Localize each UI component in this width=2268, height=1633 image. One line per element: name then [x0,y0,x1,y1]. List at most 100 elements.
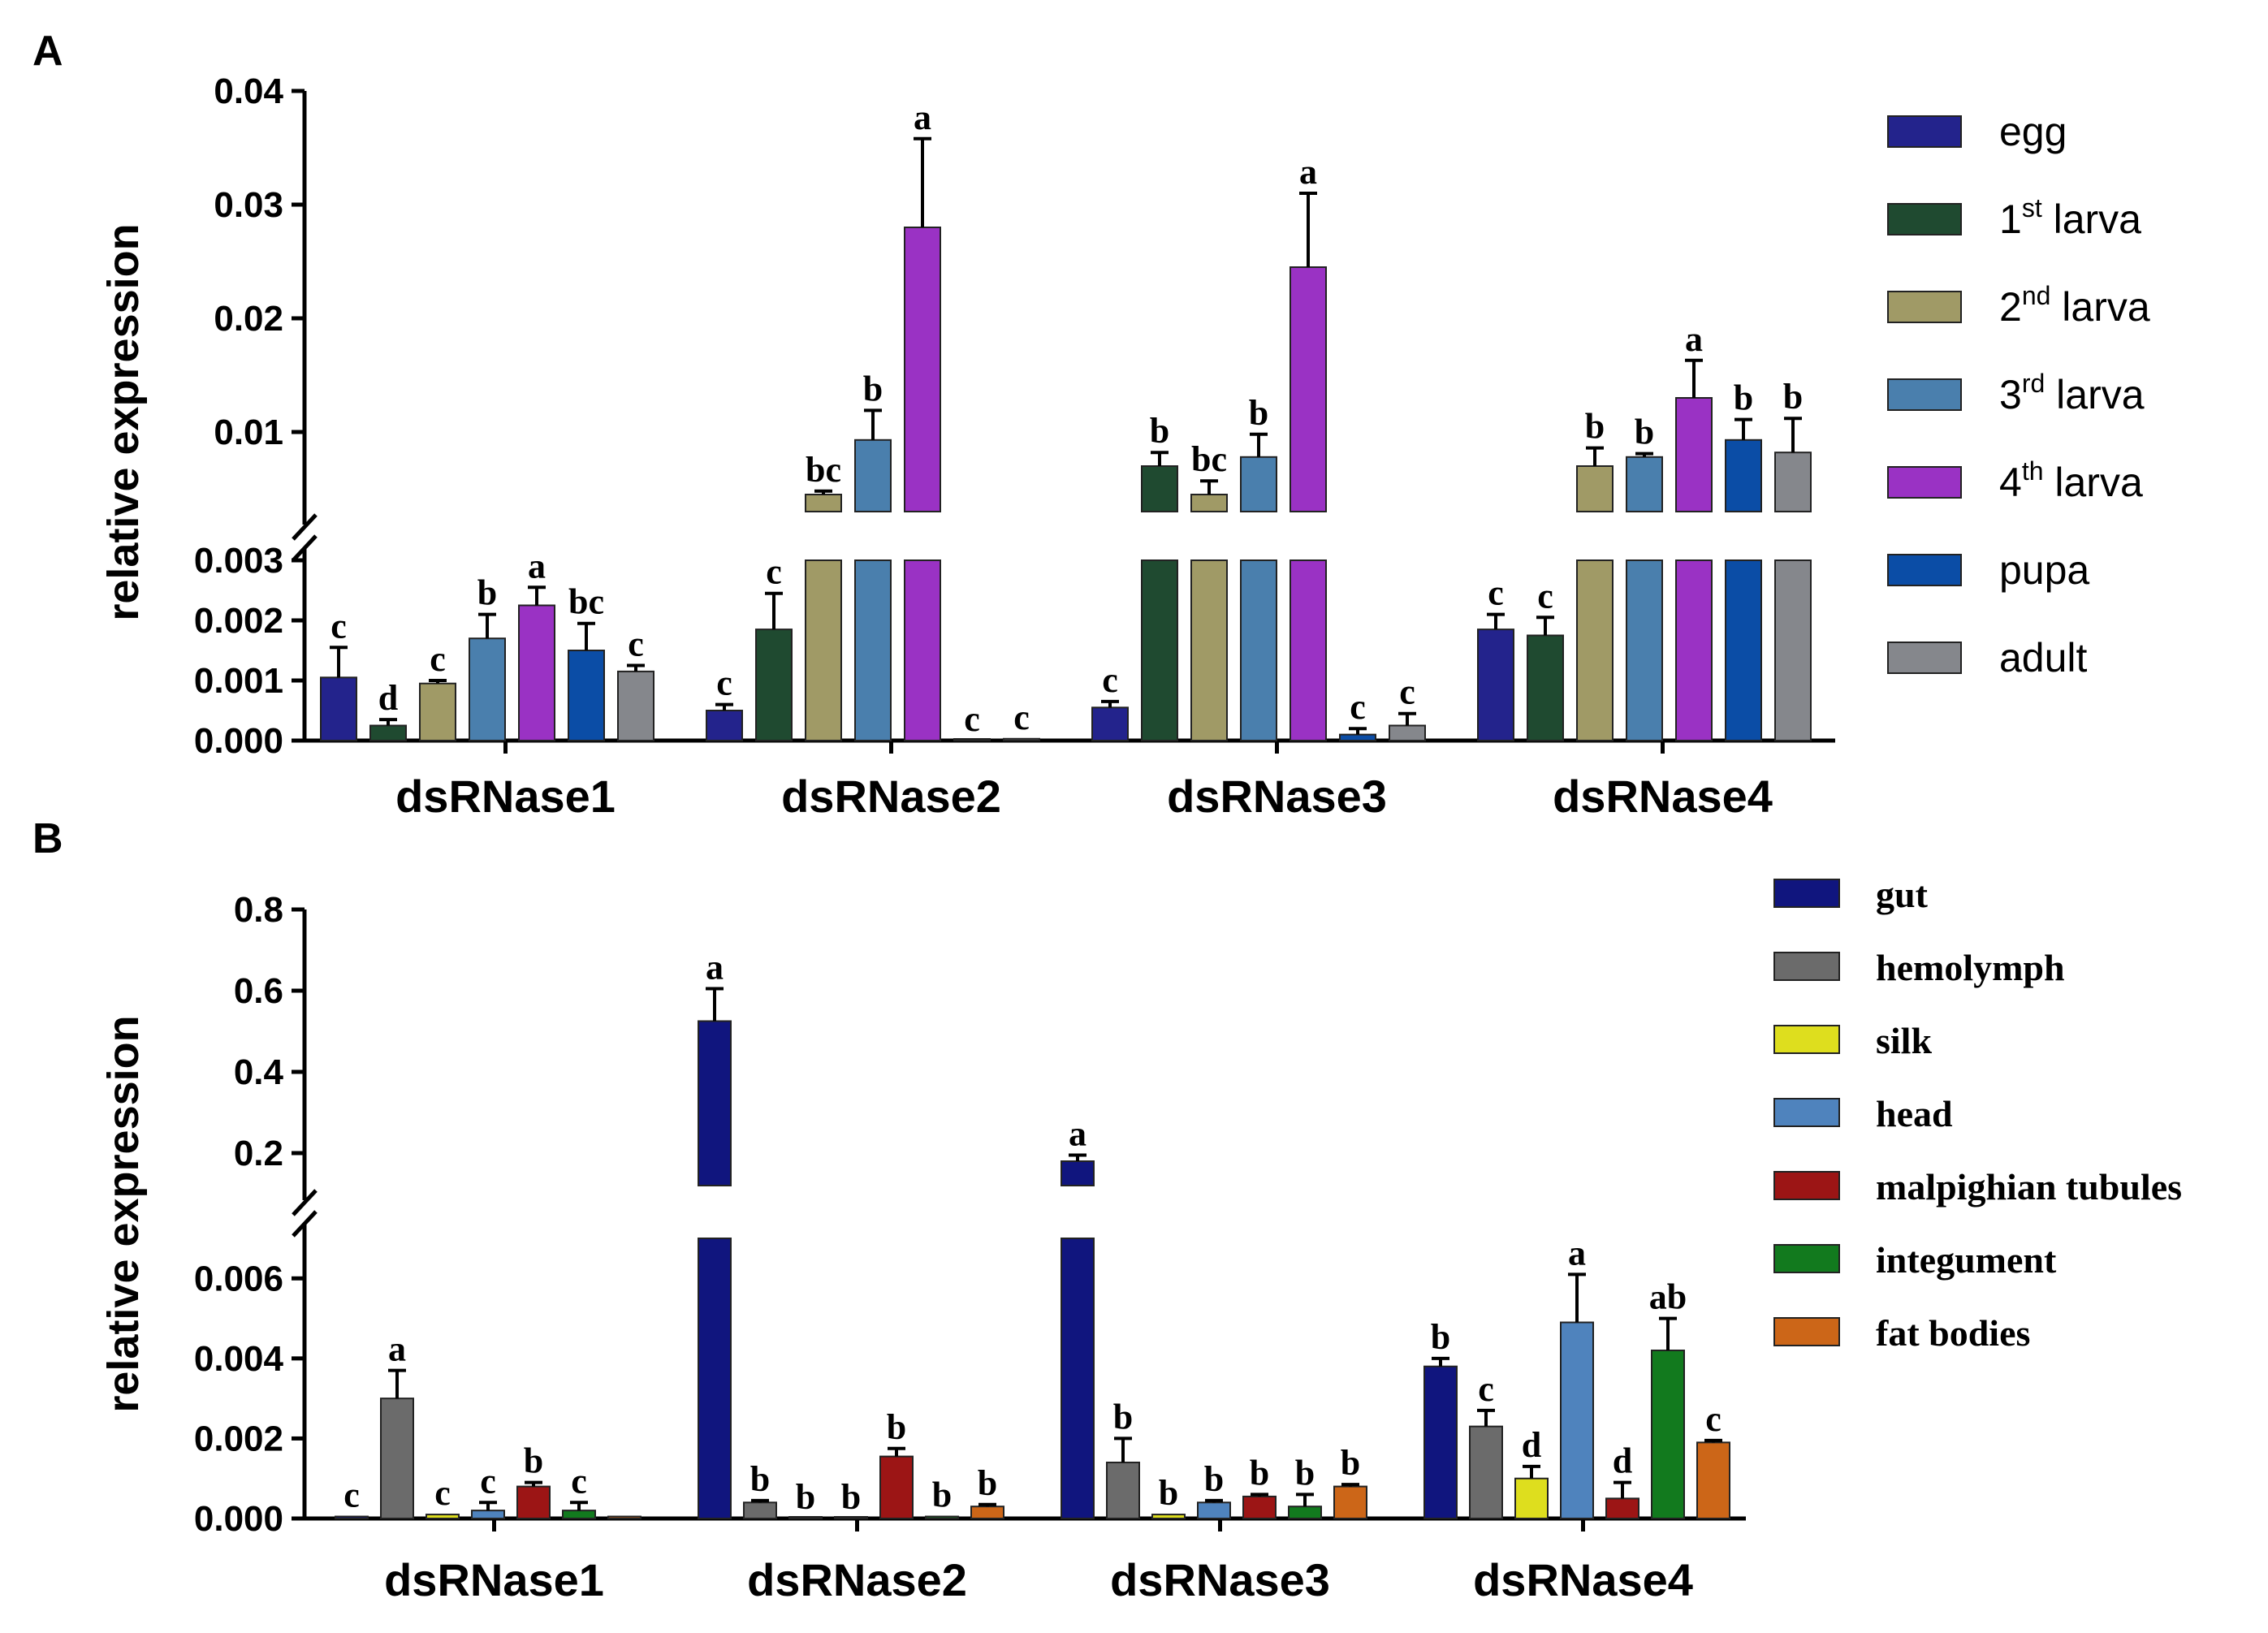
significance-label: c [1102,660,1118,700]
bar [380,1398,414,1519]
legend-label: integument [1876,1239,2057,1281]
significance-label: b [524,1441,543,1481]
bar [1626,456,1663,512]
significance-label: b [1295,1453,1315,1493]
legend-item: pupa [1887,547,2089,593]
bar-lower-segment [1626,559,1663,741]
y-axis-label: relative expression [99,1015,148,1412]
significance-label: c [480,1461,496,1501]
bar [879,1455,914,1520]
significance-label: b [1635,413,1654,452]
legend-item: malpighian tubules [1773,1166,2182,1207]
significance-label: b [1159,1473,1178,1513]
bar [1576,465,1614,512]
category-label: dsRNase1 [384,1554,604,1605]
legend-item: 4th larva [1887,456,2143,505]
legend-item: 2nd larva [1887,281,2150,330]
axis-break-mark [292,513,318,541]
legend-item: silk [1773,1020,1932,1061]
bar [970,1506,1004,1519]
significance-label: a [1685,319,1703,359]
bar [1003,737,1040,742]
bar [1091,706,1129,741]
significance-label: c [766,552,782,592]
y-lower-tick-label: 0.000 [194,721,283,761]
significance-label: b [796,1477,815,1517]
bar-lower-segment [1061,1238,1095,1519]
significance-label: b [841,1477,861,1517]
category-label: dsRNase3 [1167,771,1387,822]
significance-label: a [706,948,724,987]
significance-label: c [1013,698,1030,737]
bar [1197,1501,1231,1520]
bar-lower-segment [1576,559,1614,741]
bar-lower-segment [1290,559,1327,741]
significance-label: bc [806,450,841,490]
bar-lower-segment [1190,559,1228,741]
y-lower-tick-label: 0.002 [194,601,283,641]
legend-swatch [1887,115,1962,148]
significance-label: b [1250,1453,1269,1493]
bar [834,1516,868,1519]
bar [1288,1506,1322,1519]
significance-label: c [1705,1399,1722,1439]
category-label: dsRNase1 [395,771,616,822]
bar [1560,1321,1594,1519]
legend-swatch [1773,1171,1840,1200]
y-upper-tick-label: 0.03 [214,185,283,225]
y-upper-tick-label: 0.02 [214,299,283,339]
legend-label: 3rd larva [1999,369,2145,417]
significance-label: bc [568,582,604,622]
bar [562,1510,596,1519]
bar [1527,634,1564,741]
legend-item: hemolymph [1773,947,2065,988]
bar [1242,1495,1277,1519]
bar [805,494,842,512]
panel-letter: A [32,28,63,75]
y-upper-tick-label: 0.2 [234,1134,283,1173]
legend-label: head [1876,1093,1953,1134]
significance-label: b [1783,377,1803,417]
bar [1675,397,1713,512]
bar [1469,1425,1503,1519]
significance-label: b [1585,407,1605,447]
bar [369,724,407,741]
bar [925,1515,959,1520]
legend-swatch [1773,1098,1840,1127]
legend-item: 1st larva [1887,193,2141,242]
bar [617,670,654,742]
bar [698,1020,732,1186]
significance-label: a [528,546,546,585]
bar-lower-segment [1240,559,1277,741]
y-lower-tick-label: 0.001 [194,661,283,701]
bar [1339,733,1376,741]
significance-label: a [914,97,931,137]
panel-A: A 0.000 0.001 0.002 0.003 0.01 0.02 0.03 0.04 rel… [32,28,2150,822]
significance-label: b [477,573,497,613]
legend-label: 2nd larva [1999,281,2150,330]
bar [1477,629,1514,741]
bar [1333,1485,1367,1519]
legend-item: head [1773,1093,1953,1134]
bar [1696,1441,1730,1520]
bar [1190,494,1228,512]
legend-swatch [1773,1025,1840,1054]
bar [1514,1477,1549,1519]
significance-label: b [1431,1317,1450,1357]
bar [335,1515,369,1520]
legend-swatch [1773,879,1840,908]
bar-lower-segment [1725,559,1762,741]
legend-label: 1st larva [1999,193,2141,242]
significance-label: c [628,624,644,664]
significance-label: c [343,1475,360,1515]
bar [419,682,456,742]
legend-swatch [1887,642,1962,674]
bar [1240,456,1277,512]
bar [471,1510,505,1519]
legend-label: gut [1876,874,1929,915]
significance-label: b [1150,411,1169,451]
bar [518,604,555,741]
bar [755,629,793,741]
significance-label: a [388,1329,406,1369]
